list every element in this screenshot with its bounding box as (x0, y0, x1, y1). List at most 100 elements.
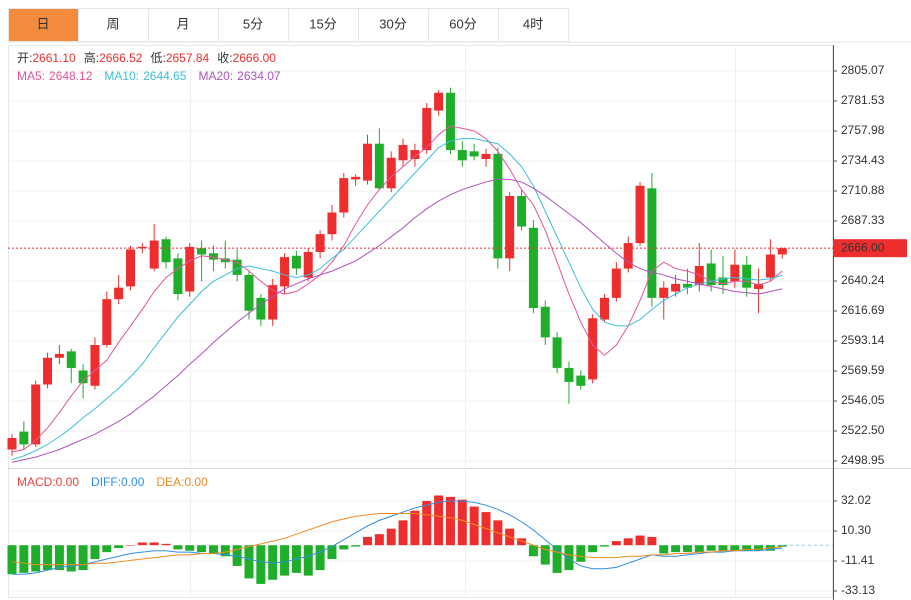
y-tick-label: 2640.24 (841, 273, 885, 287)
ohlc-name: 低: (150, 51, 165, 65)
tab[interactable] (288, 8, 359, 42)
candle-body (564, 367, 574, 382)
candle-body (600, 297, 609, 320)
macd-bar (445, 496, 455, 546)
legend-name: DIFF: (91, 475, 121, 489)
macd-bar (90, 545, 100, 560)
tab-label[interactable]: 月 (176, 16, 189, 31)
tab[interactable] (148, 8, 219, 42)
tab-label[interactable]: 周 (106, 16, 119, 31)
candle-body (611, 268, 621, 298)
candle-body (149, 240, 159, 269)
candle-body (185, 246, 195, 292)
macd-bar (623, 538, 633, 546)
macd-bar (54, 545, 64, 571)
macd-bar (706, 545, 716, 551)
candle-body (19, 431, 29, 445)
legend-name: MA10: (104, 69, 139, 83)
y-tick-label: 2687.33 (841, 213, 885, 227)
candle-body (635, 185, 645, 244)
candle-body (197, 248, 207, 255)
tab-label[interactable]: 4时 (523, 16, 543, 31)
tab[interactable] (8, 8, 79, 42)
candle-body (386, 157, 396, 189)
macd-bar (588, 545, 598, 553)
macd-bar (137, 542, 147, 546)
candle-body (78, 370, 88, 384)
candle-body (280, 257, 290, 287)
macd-bar (422, 501, 432, 546)
macd-bar (173, 545, 183, 550)
macd-bar (256, 545, 266, 584)
tab-label[interactable]: 30分 (379, 16, 406, 31)
legend-name: MA5: (17, 69, 45, 83)
y-tick-label: 2616.69 (841, 303, 885, 317)
macd-bar (43, 545, 53, 571)
macd-bar (208, 545, 218, 554)
candle-body (718, 277, 728, 286)
macd-bar (374, 534, 384, 546)
macd-bar (469, 506, 479, 546)
candle-body (493, 153, 503, 259)
price-tag-label: 2666.00 (841, 240, 885, 254)
macd-bar (149, 542, 159, 546)
candle-body (31, 384, 41, 445)
candle-body (540, 306, 550, 338)
macd-bar (161, 543, 171, 546)
candle-body (102, 299, 112, 346)
candle-body (398, 144, 408, 161)
candle-body (742, 264, 752, 288)
tab-label[interactable]: 5分 (243, 16, 263, 31)
macd-legend: MACD:0.00 DIFF:0.00 DEA:0.00 (17, 475, 208, 489)
tab-label[interactable]: 60分 (449, 16, 476, 31)
tab-label[interactable]: 日 (36, 16, 49, 31)
macd-line (11, 512, 783, 566)
candle-body (315, 234, 325, 253)
macd-bar (434, 495, 444, 546)
candle-body (671, 283, 681, 292)
candle-body (220, 258, 230, 263)
legend-value: 0.00 (121, 475, 145, 489)
tab-label[interactable]: 15分 (309, 16, 336, 31)
macd-bar (7, 545, 17, 575)
macd-bar (517, 538, 527, 546)
candle-body (114, 287, 124, 300)
y-tick-label: 2522.50 (841, 423, 885, 437)
macd-bar (410, 510, 420, 546)
candle-body (647, 188, 657, 298)
candle-body (445, 92, 455, 151)
candle-body (706, 263, 716, 286)
ohlc-legend: 开:2661.10 高:2666.52 低:2657.84 收:2666.00 (17, 50, 276, 65)
candle-body (517, 195, 527, 227)
macd-bar (682, 545, 692, 553)
tab[interactable] (428, 8, 499, 42)
macd-bar (363, 536, 372, 546)
candle-body (623, 243, 633, 269)
y-tick-label: 2734.43 (841, 153, 885, 167)
macd-bar (718, 545, 728, 551)
candle-body (588, 318, 598, 380)
candle-body (90, 345, 100, 386)
y-tick-label: 32.02 (841, 493, 871, 507)
macd-bar (244, 545, 254, 579)
price-tag (833, 239, 907, 258)
tab[interactable] (218, 8, 289, 42)
y-tick-label: 2781.53 (841, 93, 885, 107)
candle-body (256, 297, 266, 320)
macd-bar (730, 545, 740, 551)
macd-bar (635, 535, 645, 546)
candle-body (730, 264, 740, 282)
tab[interactable] (78, 8, 149, 42)
macd-bar (280, 545, 290, 576)
candle-body (66, 351, 76, 368)
macd-bar (754, 545, 764, 551)
tab[interactable] (498, 8, 569, 42)
macd-bar (19, 545, 29, 573)
ma-line (11, 125, 783, 453)
candle-body (137, 246, 147, 249)
macd-bar (564, 545, 574, 571)
candle-body (457, 150, 467, 161)
macd-bar (386, 528, 396, 546)
candle-body (765, 254, 775, 278)
ma-line (11, 138, 783, 461)
